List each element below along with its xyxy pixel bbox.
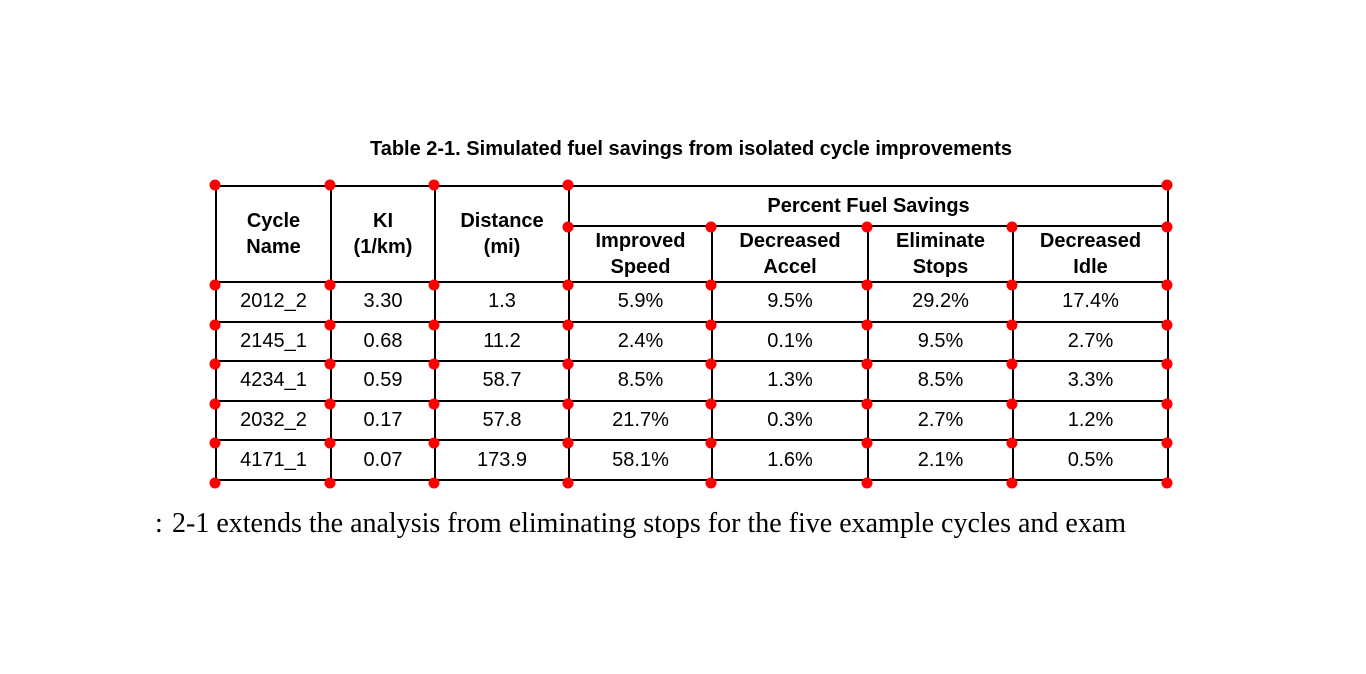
cell-ki: 0.07 [330, 439, 436, 481]
col-header-eliminate-stops: Eliminate Stops [867, 225, 1014, 283]
cell-ki: 0.17 [330, 399, 436, 442]
cell-improved-speed: 21.7% [568, 399, 713, 442]
cell-decreased-accel: 0.1% [711, 320, 869, 363]
body-text: 2-1 extends the analysis from eliminatin… [172, 508, 1127, 539]
col-header-percent-fuel-savings: Percent Fuel Savings [567, 185, 1170, 227]
cell-decreased-idle: 1.2% [1011, 399, 1170, 442]
cell-decreased-idle: 2.7% [1011, 320, 1170, 363]
table-caption: Table 2-1. Simulated fuel savings from i… [369, 138, 1013, 160]
cell-ki: 3.30 [330, 281, 436, 323]
cell-improved-speed: 8.5% [568, 360, 713, 402]
table-row: 2032_2 0.17 57.8 21.7% 0.3% 2.7% 1.2% [215, 399, 1170, 442]
table-row: 4234_1 0.59 58.7 8.5% 1.3% 8.5% 3.3% [215, 360, 1170, 402]
cell-eliminate-stops: 2.1% [867, 439, 1014, 481]
cell-distance: 57.8 [434, 399, 570, 442]
cell-eliminate-stops: 2.7% [867, 399, 1014, 442]
cell-cycle-name: 4171_1 [215, 439, 332, 481]
clipped-character-fragment: : [155, 508, 163, 539]
cell-improved-speed: 5.9% [568, 281, 713, 323]
fuel-savings-table: Cycle Name KI (1/km) Distance (mi) Perce… [215, 185, 1170, 481]
col-header-decreased-idle: Decreased Idle [1011, 225, 1170, 283]
col-header-distance: Distance (mi) [434, 185, 570, 283]
cell-cycle-name: 2145_1 [215, 320, 332, 363]
cell-cycle-name: 4234_1 [215, 360, 332, 402]
cell-eliminate-stops: 29.2% [867, 281, 1014, 323]
cell-decreased-accel: 0.3% [711, 399, 869, 442]
cell-cycle-name: 2012_2 [215, 281, 332, 323]
cell-distance: 11.2 [434, 320, 570, 363]
cell-distance: 1.3 [434, 281, 570, 323]
cell-decreased-accel: 1.6% [711, 439, 869, 481]
cell-decreased-idle: 3.3% [1011, 360, 1170, 402]
cell-decreased-idle: 0.5% [1011, 439, 1170, 481]
cell-improved-speed: 58.1% [568, 439, 713, 481]
cell-distance: 58.7 [434, 360, 570, 402]
cell-improved-speed: 2.4% [568, 320, 713, 363]
cell-ki: 0.68 [330, 320, 436, 363]
cell-distance: 173.9 [434, 439, 570, 481]
table-row: 4171_1 0.07 173.9 58.1% 1.6% 2.1% 0.5% [215, 439, 1170, 481]
col-header-improved-speed: Improved Speed [568, 225, 713, 283]
col-header-decreased-accel: Decreased Accel [711, 225, 869, 283]
cell-eliminate-stops: 8.5% [867, 360, 1014, 402]
cell-decreased-idle: 17.4% [1011, 281, 1170, 323]
col-header-cycle-name: Cycle Name [215, 185, 332, 283]
cell-ki: 0.59 [330, 360, 436, 402]
col-header-ki: KI (1/km) [330, 185, 436, 283]
cell-cycle-name: 2032_2 [215, 399, 332, 442]
table-row: 2012_2 3.30 1.3 5.9% 9.5% 29.2% 17.4% [215, 281, 1170, 323]
cell-decreased-accel: 1.3% [711, 360, 869, 402]
cell-eliminate-stops: 9.5% [867, 320, 1014, 363]
table-row: 2145_1 0.68 11.2 2.4% 0.1% 9.5% 2.7% [215, 320, 1170, 363]
cell-decreased-accel: 9.5% [711, 281, 869, 323]
